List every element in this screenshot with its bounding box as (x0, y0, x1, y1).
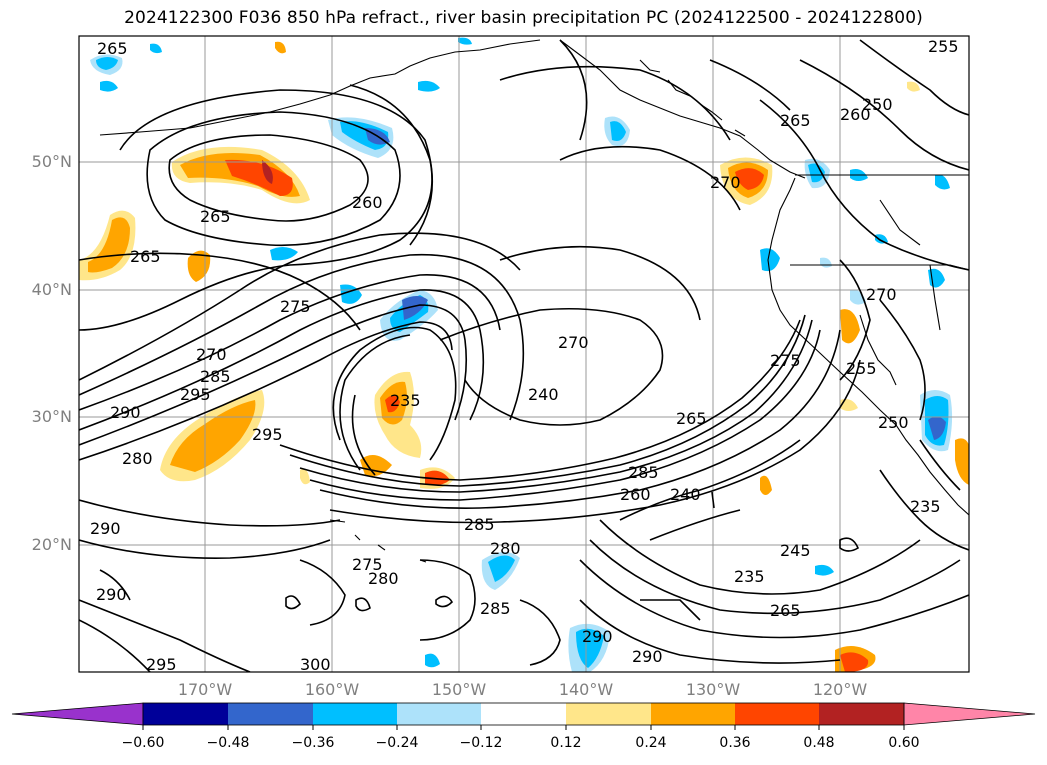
contour-label: 265 (200, 207, 231, 226)
refractivity-contours (79, 39, 969, 672)
contour-label: 265 (780, 111, 811, 130)
colorbar-tick-label: 0.48 (803, 735, 835, 751)
colorbar-segment (735, 703, 819, 725)
colorbar-tick-label: 0.36 (719, 735, 751, 751)
contour-label: 270 (866, 285, 897, 304)
contour-label: 295 (146, 655, 177, 674)
colorbar-segment (819, 703, 904, 725)
lat-label: 50°N (31, 152, 72, 171)
contour-label: 275 (352, 555, 383, 574)
colorbar-tick-label: −0.12 (459, 735, 503, 751)
colorbar-tick-label: −0.60 (121, 735, 165, 751)
contour-label: 285 (464, 515, 495, 534)
contour-label: 265 (676, 409, 707, 428)
contour-label: 275 (770, 351, 801, 370)
colorbar-extend-high (903, 702, 1036, 726)
contour-label: 275 (280, 297, 311, 316)
colorbar-tick-label: 0.12 (550, 735, 582, 751)
colorbar-segment (143, 703, 228, 725)
colorbar-tick-label: −0.24 (375, 735, 419, 751)
contour-label: 270 (710, 173, 741, 192)
contour-label: 250 (878, 413, 909, 432)
lat-label: 20°N (31, 535, 72, 554)
contour-label: 260 (352, 193, 383, 212)
contour-label: 290 (110, 403, 141, 422)
contour-label: 260 (620, 485, 651, 504)
map-title: 2024122300 F036 850 hPa refract., river … (124, 8, 923, 28)
contour-label: 235 (910, 497, 941, 516)
contour-label: 290 (582, 627, 613, 646)
colorbar-segment (397, 703, 481, 725)
lat-label: 30°N (31, 407, 72, 426)
colorbar-segment (481, 703, 566, 725)
colorbar-tick-label: −0.48 (206, 735, 250, 751)
lon-label: 170°W (177, 680, 233, 699)
positive-anomaly-blobs (79, 41, 969, 672)
contour-label: 270 (558, 333, 589, 352)
contour-label: 290 (632, 647, 663, 666)
contour-label: 280 (122, 449, 153, 468)
contour-label: 245 (780, 541, 811, 560)
contour-label: 250 (862, 95, 893, 114)
colorbar-tick-label: −0.36 (291, 735, 335, 751)
contour-label: 290 (90, 519, 121, 538)
lon-label: 130°W (685, 680, 741, 699)
contour-label: 280 (368, 569, 399, 588)
contour-label: 255 (928, 37, 959, 56)
colorbar-segment (651, 703, 735, 725)
colorbar-segment (313, 703, 397, 725)
contour-label: 265 (97, 39, 128, 58)
contour-label: 280 (490, 539, 521, 558)
contour-label: 255 (846, 359, 877, 378)
contour-label: 265 (130, 247, 161, 266)
lon-label: 160°W (304, 680, 360, 699)
contour-label: 285 (480, 599, 511, 618)
contour-label: 240 (670, 485, 701, 504)
contour-label: 285 (628, 463, 659, 482)
contour-labels: 265 260 265 265 275 270 285 290 295 295 … (90, 37, 959, 674)
contour-label: 235 (390, 391, 421, 410)
contour-label: 300 (300, 655, 331, 674)
contour-label: 240 (528, 385, 559, 404)
lat-label: 40°N (31, 280, 72, 299)
precipitation-shading (79, 37, 969, 672)
contour-label: 285 (200, 367, 231, 386)
colorbar-tick-label: 0.24 (635, 735, 667, 751)
contour-label: 265 (770, 601, 801, 620)
contour-label: 235 (734, 567, 765, 586)
colorbar-segment (228, 703, 313, 725)
coastlines (99, 39, 969, 563)
contour-label: 295 (252, 425, 283, 444)
lon-label: 140°W (558, 680, 614, 699)
colorbar-tick-label: 0.60 (888, 735, 920, 751)
lon-label: 120°W (812, 680, 868, 699)
map-frame (78, 35, 970, 673)
negative-anomaly-blobs (90, 37, 953, 672)
colorbar-extend-low (11, 702, 144, 726)
lon-label: 150°W (431, 680, 487, 699)
contour-label: 290 (96, 585, 127, 604)
contour-label: 270 (196, 345, 227, 364)
contour-label: 260 (840, 105, 871, 124)
contour-label: 295 (180, 385, 211, 404)
colorbar-segment (566, 703, 651, 725)
colorbar (11, 702, 1036, 730)
